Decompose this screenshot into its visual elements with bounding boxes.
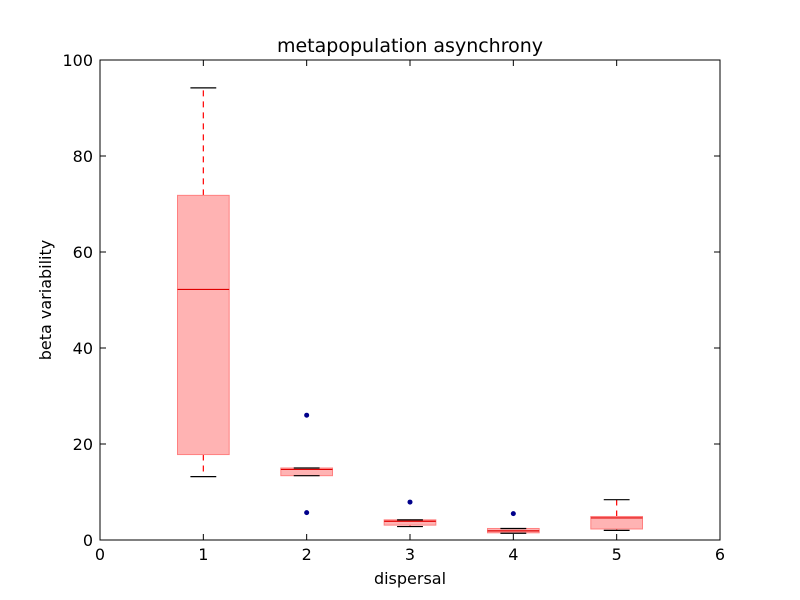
y-tick-label: 100 (62, 51, 93, 70)
box-body (177, 194, 230, 456)
x-tick-label: 3 (405, 545, 415, 564)
x-tick-label: 1 (198, 545, 208, 564)
plot-area (177, 87, 643, 534)
y-tick-label: 40 (73, 339, 93, 358)
outlier-point (304, 510, 310, 516)
x-tick-label: 6 (715, 545, 725, 564)
y-tick-label: 20 (73, 435, 93, 454)
x-tick-label: 4 (508, 545, 518, 564)
x-axis-label: dispersal (374, 569, 446, 588)
x-tick-label: 0 (95, 545, 105, 564)
chart-title: metapopulation asynchrony (277, 35, 543, 57)
y-tick-label: 0 (83, 531, 93, 550)
outlier-point (510, 511, 516, 517)
y-tick-label: 80 (73, 147, 93, 166)
x-tick-label: 2 (302, 545, 312, 564)
outlier-point (407, 499, 413, 505)
y-axis-label: beta variability (36, 240, 55, 361)
box-body (590, 515, 643, 530)
y-tick-label: 60 (73, 243, 93, 262)
box-body (383, 519, 437, 526)
outlier-point (304, 412, 310, 418)
x-tick-label: 5 (612, 545, 622, 564)
